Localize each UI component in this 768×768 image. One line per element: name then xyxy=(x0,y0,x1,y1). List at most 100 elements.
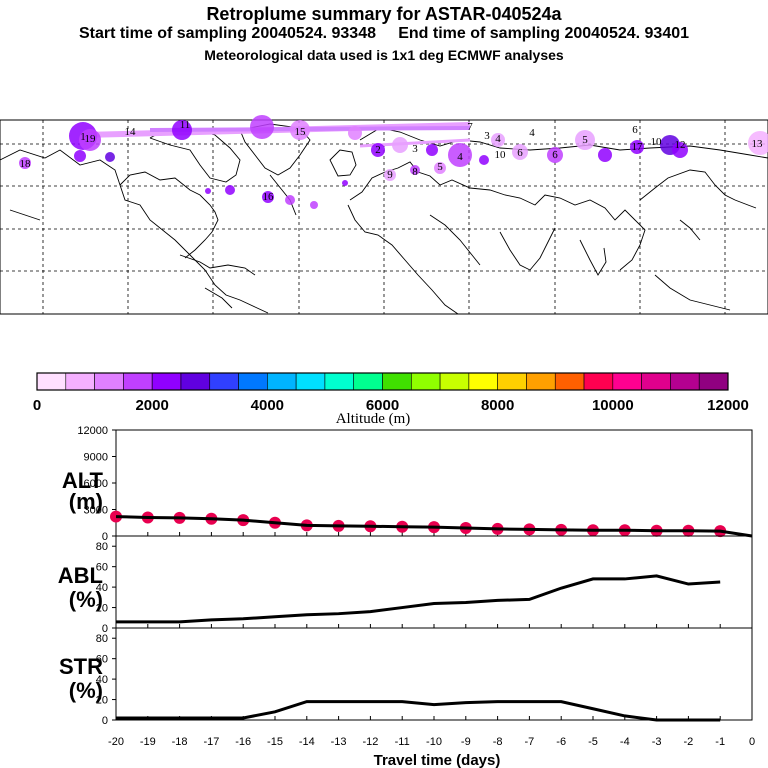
plume-cluster xyxy=(479,155,489,165)
colorbar-swatch xyxy=(123,372,153,391)
chart-title: Retroplume summary for ASTAR-040524a xyxy=(206,4,562,24)
map-cluster-label: 8 xyxy=(412,166,418,178)
abl-label: ABL xyxy=(58,563,103,588)
colorbar-swatch xyxy=(94,372,124,391)
colorbar-swatch xyxy=(151,372,182,391)
plume-cluster xyxy=(575,130,595,150)
map-cluster-label: 6 xyxy=(632,124,638,136)
plume-cluster xyxy=(410,165,420,175)
colorbar-tick-label: 12000 xyxy=(707,397,749,414)
colorbar-frame xyxy=(36,372,729,391)
x-tick-label: -10 xyxy=(426,736,442,748)
colorbar-tick-label: 10000 xyxy=(592,397,634,414)
sampling-times: Start time of sampling 20040524. 93348 E… xyxy=(78,25,690,42)
map-cluster-label: 6 xyxy=(517,147,523,159)
x-tick-label: -5 xyxy=(588,736,598,748)
map-cluster-label: 3 xyxy=(484,130,490,142)
alt-line xyxy=(115,515,753,538)
plume-cluster xyxy=(384,169,396,181)
plume-cluster xyxy=(19,157,31,169)
plume-cluster xyxy=(672,142,688,158)
x-tick-label: -3 xyxy=(652,736,662,748)
plume-cluster xyxy=(748,131,768,155)
colorbar-swatch xyxy=(554,372,585,391)
map-cluster-label: 1 xyxy=(80,131,86,143)
str-y-tick-label: 60 xyxy=(96,654,108,666)
plume-cluster xyxy=(310,201,318,209)
x-tick-label: -18 xyxy=(172,736,188,748)
map-cluster-label: 11 xyxy=(180,119,191,131)
map-plume-clusters xyxy=(19,115,768,209)
plume-cluster xyxy=(74,150,86,162)
map-cluster-label: 9 xyxy=(387,169,393,181)
colorbar-swatch xyxy=(65,372,95,391)
map-cluster-label: 18 xyxy=(20,158,32,170)
colorbar-swatch xyxy=(468,372,498,391)
plume-cluster xyxy=(598,148,612,162)
map-cluster-label: 4 xyxy=(529,127,535,139)
str-line xyxy=(116,700,721,722)
x-tick-label: -17 xyxy=(203,736,219,748)
str-y-tick-label: 0 xyxy=(102,715,108,727)
colorbar-label: Altitude (m) xyxy=(336,411,411,427)
plume-cluster xyxy=(348,126,362,140)
str-units: (%) xyxy=(69,678,103,703)
x-tick-label: -1 xyxy=(715,736,725,748)
map-cluster-label: 14 xyxy=(125,126,137,138)
colorbar-swatch xyxy=(583,372,614,391)
colorbar-swatch xyxy=(410,372,441,391)
x-tick-label: -20 xyxy=(108,736,124,748)
map-cluster-label: 4 xyxy=(495,133,501,145)
plume-cluster xyxy=(434,162,446,174)
plume-cluster xyxy=(491,133,505,147)
map-cluster-label: 16 xyxy=(263,191,275,203)
x-tick-label: -13 xyxy=(331,736,347,748)
colorbar-tick-label: 4000 xyxy=(251,397,284,414)
alt-y-tick-label: 3000 xyxy=(84,505,108,517)
colorbar-swatch xyxy=(209,372,239,391)
map-cluster-label: 6 xyxy=(552,149,558,161)
map-cluster-label: 13 xyxy=(752,138,764,150)
met-data-note: Meteorological data used is 1x1 deg ECMW… xyxy=(204,47,564,63)
x-tick-label: -9 xyxy=(461,736,471,748)
plume-cluster xyxy=(512,144,528,160)
plume-cluster xyxy=(290,120,310,140)
str-y-tick-label: 80 xyxy=(96,633,108,645)
map-cluster-label: 17 xyxy=(632,141,644,153)
map-cluster-label: 4 xyxy=(457,151,463,163)
x-tick-label: -19 xyxy=(140,736,156,748)
altitude-colorbar: 0 2000 4000 6000 8000 10000 12000 xyxy=(33,372,749,414)
colorbar-swatch xyxy=(641,372,671,391)
x-tick-label: -8 xyxy=(493,736,503,748)
colorbar-swatch xyxy=(324,372,355,391)
x-tick-label: -16 xyxy=(235,736,251,748)
abl-y-tick-label: 60 xyxy=(96,562,108,574)
colorbar-swatch xyxy=(267,372,297,391)
colorbar-swatch xyxy=(180,372,211,391)
map-cluster-label: 5 xyxy=(437,161,443,173)
str-label: STR xyxy=(59,654,103,679)
alt-y-tick-label: 9000 xyxy=(84,452,108,464)
str-frame xyxy=(115,627,753,721)
colorbar-swatch xyxy=(698,372,729,391)
colorbar-swatch xyxy=(612,372,642,391)
map-cluster-label: 3 xyxy=(412,143,418,155)
map-cluster-label: 12 xyxy=(675,139,686,151)
plume-cluster xyxy=(392,137,408,153)
abl-y-tick-label: 0 xyxy=(102,623,108,635)
map-cluster-label: 5 xyxy=(582,134,588,146)
colorbar-swatch xyxy=(36,372,67,391)
plume-cluster xyxy=(105,152,115,162)
alt-label: ALT xyxy=(62,468,104,493)
plume-cluster xyxy=(371,143,385,157)
alt-y-tick-label: 6000 xyxy=(84,478,108,490)
abl-frame xyxy=(115,535,753,629)
map-cluster-label: 19 xyxy=(85,133,97,145)
plume-cluster xyxy=(250,115,274,139)
colorbar-tick-label: 8000 xyxy=(481,397,514,414)
plume-cluster xyxy=(225,185,235,195)
colorbar-swatch xyxy=(439,372,470,391)
colorbar-swatch xyxy=(238,372,268,391)
